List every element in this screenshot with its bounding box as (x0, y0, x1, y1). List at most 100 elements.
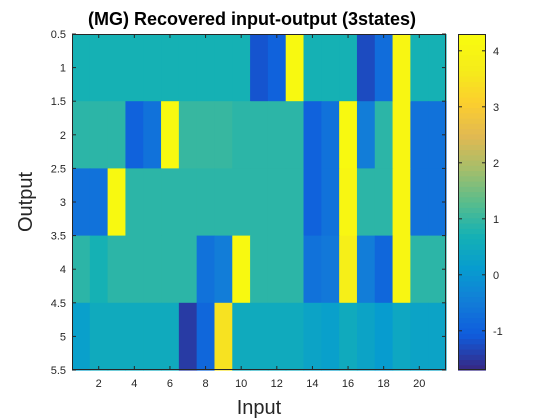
colorbar-segment (458, 149, 486, 156)
heatmap-cell (196, 101, 216, 169)
x-tick-label: 4 (131, 378, 137, 390)
x-tick-label: 6 (167, 378, 173, 390)
heatmap-cell (214, 235, 233, 304)
heatmap-cell (303, 168, 322, 237)
colorbar-segment (458, 39, 486, 46)
heatmap-cell (356, 168, 376, 237)
heatmap-grid (72, 34, 447, 371)
colorbar-tick-label: 3 (493, 102, 499, 114)
heatmap-cell (285, 302, 305, 371)
colorbar-segment (458, 259, 486, 266)
colorbar-segment (458, 181, 486, 187)
colorbar-tick-label: 1 (493, 214, 499, 226)
heatmap-cell (214, 302, 233, 371)
x-tick-label: 18 (378, 378, 390, 390)
heatmap-cell (196, 235, 216, 304)
x-axis-label: Input (237, 397, 282, 419)
heatmap-cell (339, 302, 358, 371)
colorbar-segment (458, 55, 486, 61)
colorbar-segment (458, 265, 486, 271)
y-tick-label: 0.5 (51, 29, 66, 41)
colorbar-segment (458, 349, 486, 355)
heatmap-cell (214, 168, 233, 237)
colorbar-segment (458, 359, 486, 366)
heatmap-cell (161, 34, 180, 102)
y-axis-ticks: 0.5 1 1.5 2 2.5 3 3.5 4 4.5 5 5.5 (51, 29, 446, 377)
colorbar-segment (458, 133, 486, 140)
heatmap-cell (374, 235, 394, 304)
y-tick-label: 5 (60, 331, 66, 343)
heatmap-cell (161, 235, 180, 304)
heatmap-cell (125, 235, 144, 304)
colorbar-segment (458, 354, 486, 361)
colorbar-segment (458, 76, 486, 82)
heatmap-cell (285, 168, 305, 237)
heatmap-cell (72, 168, 91, 237)
colorbar-segment (458, 301, 486, 308)
heatmap-cell (232, 235, 251, 304)
heatmap-cell (392, 235, 411, 304)
colorbar-segment (458, 322, 486, 329)
x-tick-label: 8 (203, 378, 209, 390)
heatmap-cell (89, 302, 109, 371)
colorbar-segment (458, 175, 486, 182)
heatmap-cell (232, 101, 251, 169)
heatmap-cell (107, 302, 127, 371)
heatmap-cell (267, 101, 287, 169)
colorbar-segment (458, 144, 486, 151)
colorbar-segment (458, 333, 486, 340)
heatmap-cell (143, 235, 162, 304)
heatmap-cell (250, 34, 269, 102)
colorbar-segment (458, 364, 486, 371)
heatmap-cell (339, 101, 358, 169)
heatmap-cell (339, 235, 358, 304)
heatmap-cell (339, 34, 358, 102)
y-tick-label: 5.5 (51, 365, 66, 377)
heatmap-cell (321, 168, 340, 237)
colorbar-segment (458, 338, 486, 345)
x-tick-label: 16 (342, 378, 354, 390)
heatmap-cell (410, 34, 429, 102)
heatmap-cell (356, 101, 376, 169)
colorbar-segment (458, 118, 486, 124)
heatmap-cell (428, 302, 447, 371)
heatmap-cell (374, 34, 394, 102)
heatmap-cell (232, 302, 251, 371)
colorbar-segment (458, 291, 486, 298)
colorbar-segment (458, 228, 486, 235)
colorbar (458, 34, 486, 371)
colorbar-segment (458, 296, 486, 303)
colorbar-segment (458, 212, 486, 219)
colorbar-segment (458, 307, 486, 313)
heatmap-cell (89, 235, 109, 304)
colorbar-segment (458, 34, 486, 40)
heatmap-cell (196, 34, 216, 102)
heatmap-cell (374, 168, 394, 237)
heatmap-cell (250, 302, 269, 371)
colorbar-segment (458, 254, 486, 261)
colorbar-segment (458, 86, 486, 93)
colorbar-segment (458, 233, 486, 240)
colorbar-segment (458, 286, 486, 292)
heatmap-cell (178, 34, 198, 102)
colorbar-segment (458, 343, 486, 350)
heatmap-cell (143, 101, 162, 169)
heatmap-cell (321, 34, 340, 102)
colorbar-segment (458, 154, 486, 161)
colorbar-segment (458, 97, 486, 103)
heatmap-cell (303, 101, 322, 169)
heatmap-cell (72, 235, 91, 304)
heatmap-cell (285, 235, 305, 304)
heatmap-cell (89, 168, 109, 237)
heatmap-cell (356, 34, 376, 102)
heatmap-cell (356, 302, 376, 371)
colorbar-segment (458, 123, 486, 130)
heatmap-cell (392, 34, 411, 102)
heatmap-cell (89, 34, 109, 102)
heatmap-cell (178, 168, 198, 237)
chart-title: (MG) Recovered input-output (3states) (88, 9, 416, 29)
colorbar-segment (458, 128, 486, 135)
heatmap-cell (428, 34, 447, 102)
heatmap-cell (339, 168, 358, 237)
colorbar-segment (458, 328, 486, 334)
